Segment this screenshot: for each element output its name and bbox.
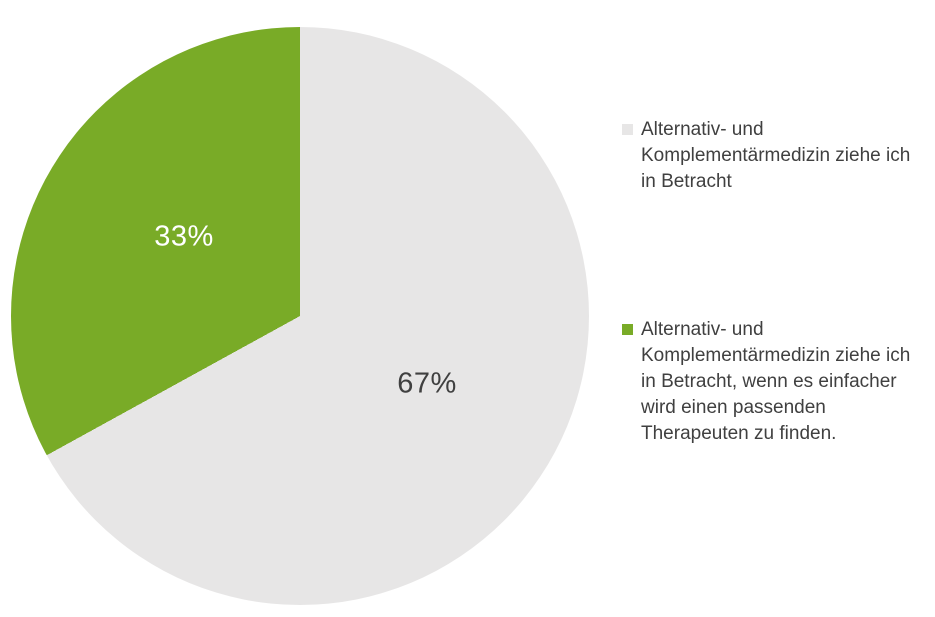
pie-data-label-gray: 67% [397, 367, 457, 400]
legend-label-gray: Alternativ- und Komplementärmedizin zieh… [641, 119, 911, 192]
pie-chart: 33% 67% [11, 27, 589, 605]
legend-item-green: Alternativ- und Komplementärmedizin zieh… [622, 317, 922, 447]
legend-label-green: Alternativ- und Komplementärmedizin zieh… [641, 319, 911, 444]
legend-swatch-green-icon [622, 324, 633, 335]
legend-item-gray: Alternativ- und Komplementärmedizin zieh… [622, 117, 922, 195]
pie-data-label-green: 33% [154, 220, 214, 253]
legend-swatch-gray-icon [622, 124, 633, 135]
